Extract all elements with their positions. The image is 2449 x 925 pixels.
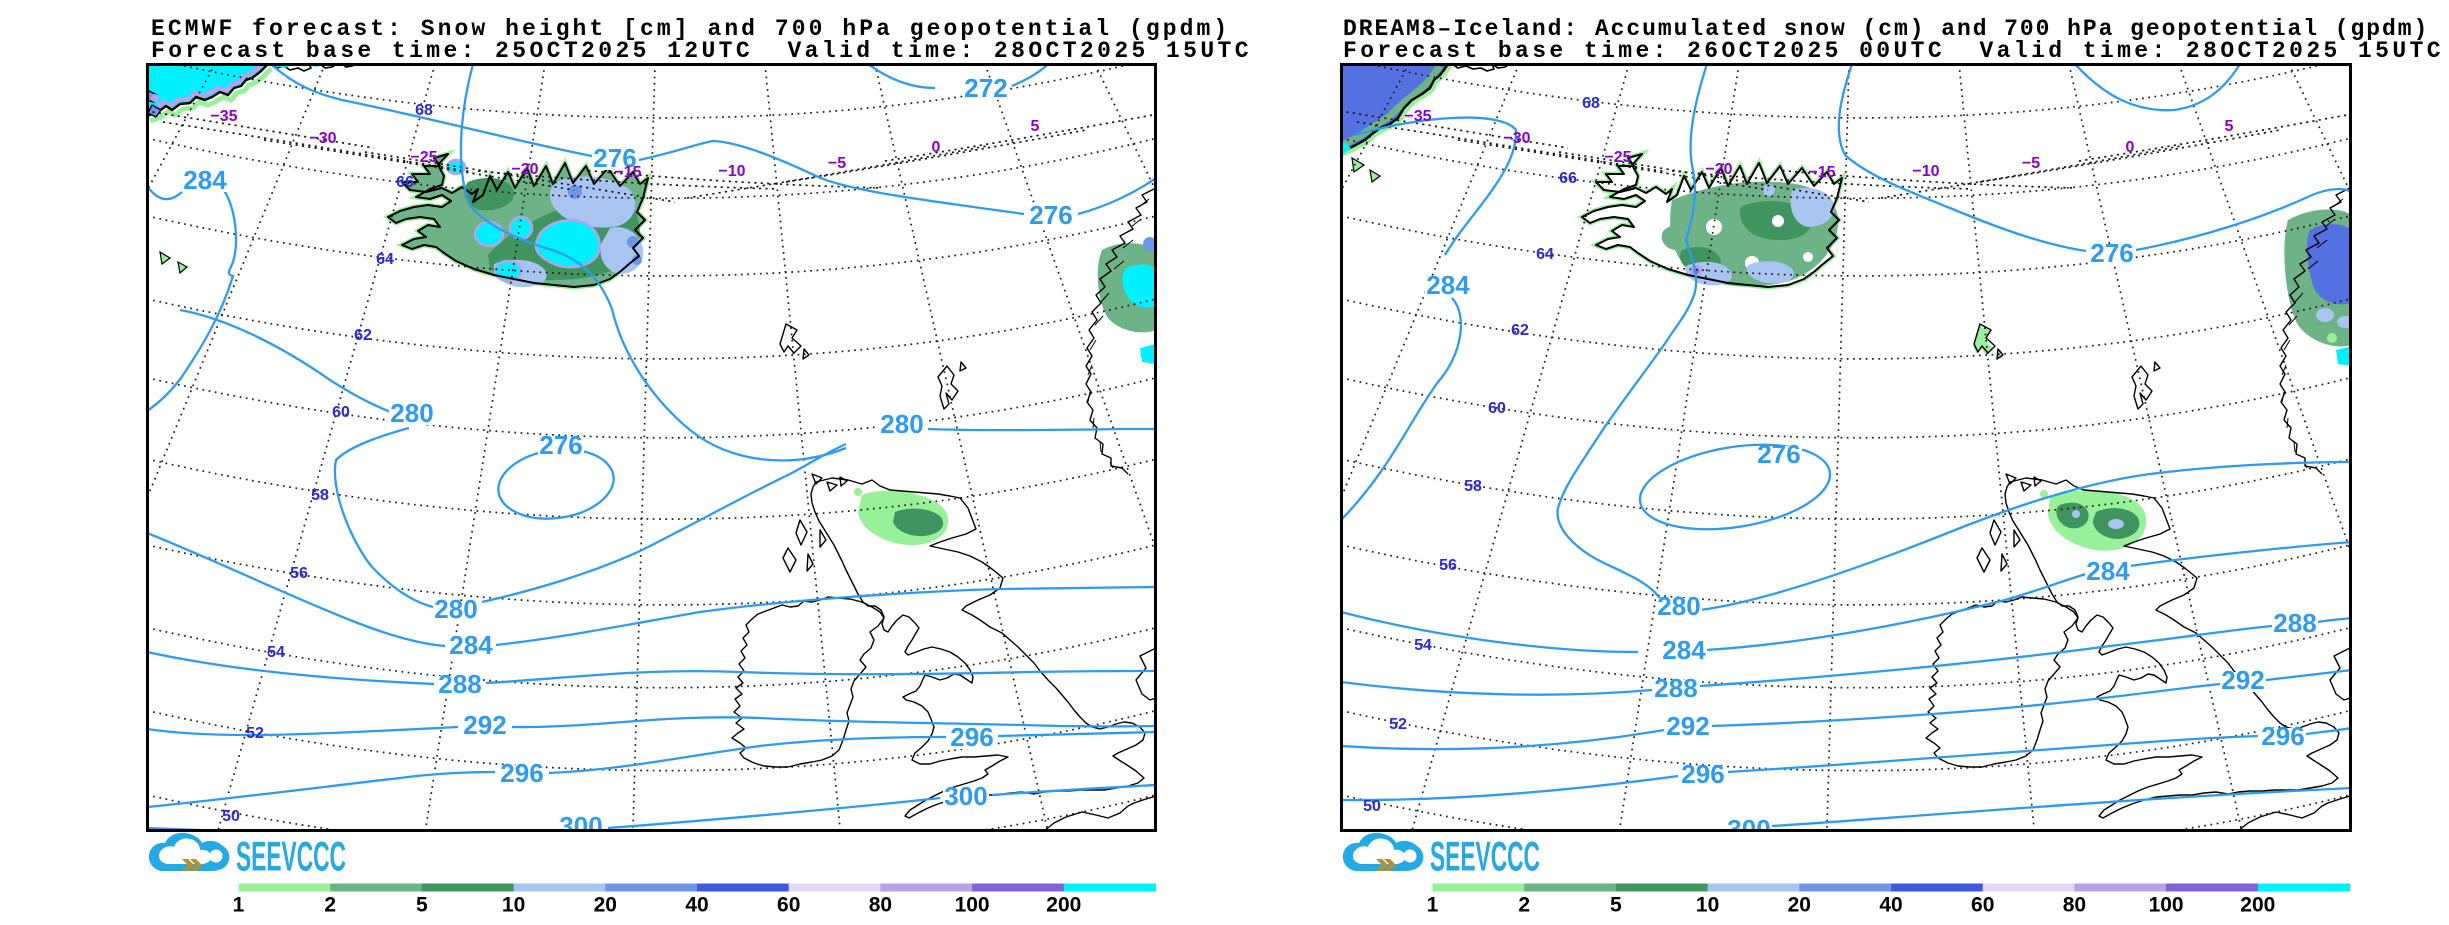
- svg-text:62: 62: [1511, 322, 1529, 339]
- svg-text:68: 68: [1582, 95, 1600, 112]
- svg-text:280: 280: [390, 398, 433, 428]
- svg-text:20: 20: [594, 894, 617, 917]
- svg-text:66: 66: [1559, 170, 1577, 187]
- svg-text:50: 50: [1363, 798, 1381, 815]
- svg-text:276: 276: [1757, 439, 1800, 469]
- svg-text:10: 10: [1696, 894, 1719, 917]
- svg-text:288: 288: [2273, 608, 2316, 638]
- svg-text:284: 284: [2086, 556, 2130, 586]
- svg-text:296: 296: [500, 758, 543, 788]
- svg-text:288: 288: [1654, 673, 1697, 703]
- svg-text:272: 272: [964, 73, 1007, 103]
- svg-text:−5: −5: [2022, 155, 2040, 172]
- svg-text:−5: −5: [828, 155, 846, 172]
- svg-text:58: 58: [1464, 478, 1482, 495]
- svg-text:SEEVCCC: SEEVCCC: [236, 833, 346, 880]
- svg-text:−10: −10: [718, 163, 745, 180]
- svg-text:100: 100: [955, 894, 990, 917]
- svg-text:276: 276: [2090, 238, 2133, 268]
- svg-text:−30: −30: [1503, 130, 1530, 147]
- svg-text:284: 284: [183, 165, 227, 195]
- svg-text:2: 2: [1518, 894, 1530, 917]
- svg-text:64: 64: [376, 251, 394, 268]
- svg-text:60: 60: [777, 894, 800, 917]
- svg-text:62: 62: [354, 327, 372, 344]
- svg-text:280: 280: [434, 594, 477, 624]
- svg-text:276: 276: [593, 143, 636, 173]
- svg-text:60: 60: [332, 404, 350, 421]
- svg-text:280: 280: [1657, 591, 1700, 621]
- svg-text:2: 2: [324, 894, 336, 917]
- svg-text:296: 296: [2261, 721, 2304, 751]
- svg-text:5: 5: [416, 894, 428, 917]
- svg-text:52: 52: [246, 725, 264, 742]
- svg-text:292: 292: [2221, 665, 2264, 695]
- svg-text:284: 284: [1426, 270, 1470, 300]
- svg-text:−35: −35: [210, 108, 237, 125]
- svg-text:−30: −30: [309, 130, 336, 147]
- svg-text:5: 5: [2225, 118, 2234, 135]
- svg-text:66: 66: [396, 174, 414, 191]
- svg-text:0: 0: [2126, 139, 2135, 156]
- svg-text:100: 100: [2149, 894, 2184, 917]
- svg-text:40: 40: [1879, 894, 1902, 917]
- svg-text:52: 52: [1389, 716, 1407, 733]
- svg-text:1: 1: [1427, 894, 1439, 917]
- svg-text:60: 60: [1488, 400, 1506, 417]
- svg-text:0: 0: [932, 139, 941, 156]
- svg-text:296: 296: [950, 722, 993, 752]
- svg-text:SEEVCCC: SEEVCCC: [1430, 833, 1540, 880]
- svg-text:−15: −15: [1808, 164, 1835, 181]
- svg-text:40: 40: [685, 894, 708, 917]
- svg-text:−35: −35: [1404, 108, 1431, 125]
- svg-text:−25: −25: [1604, 149, 1631, 166]
- svg-text:276: 276: [1029, 200, 1072, 230]
- svg-text:300: 300: [1727, 814, 1770, 844]
- svg-text:10: 10: [502, 894, 525, 917]
- svg-text:58: 58: [311, 487, 329, 504]
- svg-text:60: 60: [1971, 894, 1994, 917]
- svg-text:292: 292: [463, 710, 506, 740]
- svg-text:50: 50: [222, 808, 240, 825]
- svg-text:−20: −20: [1705, 161, 1732, 178]
- svg-text:200: 200: [1046, 894, 1081, 917]
- svg-text:284: 284: [1662, 635, 1706, 665]
- svg-text:80: 80: [869, 894, 892, 917]
- svg-text:−25: −25: [410, 149, 437, 166]
- svg-text:64: 64: [1536, 246, 1554, 263]
- svg-text:20: 20: [1788, 894, 1811, 917]
- svg-text:276: 276: [539, 430, 582, 460]
- svg-text:−20: −20: [511, 161, 538, 178]
- svg-text:5: 5: [1610, 894, 1622, 917]
- svg-text:68: 68: [415, 102, 433, 119]
- svg-text:284: 284: [449, 630, 493, 660]
- svg-text:−15: −15: [614, 164, 641, 181]
- svg-text:54: 54: [1414, 637, 1432, 654]
- svg-text:300: 300: [559, 811, 602, 841]
- svg-text:−10: −10: [1912, 163, 1939, 180]
- svg-text:296: 296: [1681, 759, 1724, 789]
- svg-text:56: 56: [1439, 557, 1457, 574]
- svg-text:292: 292: [1666, 711, 1709, 741]
- svg-text:56: 56: [290, 565, 308, 582]
- svg-text:1: 1: [233, 894, 245, 917]
- svg-text:80: 80: [2063, 894, 2086, 917]
- svg-text:280: 280: [880, 409, 923, 439]
- svg-text:288: 288: [438, 669, 481, 699]
- svg-text:200: 200: [2240, 894, 2275, 917]
- svg-text:54: 54: [267, 644, 285, 661]
- svg-text:300: 300: [944, 781, 987, 811]
- svg-text:5: 5: [1031, 118, 1040, 135]
